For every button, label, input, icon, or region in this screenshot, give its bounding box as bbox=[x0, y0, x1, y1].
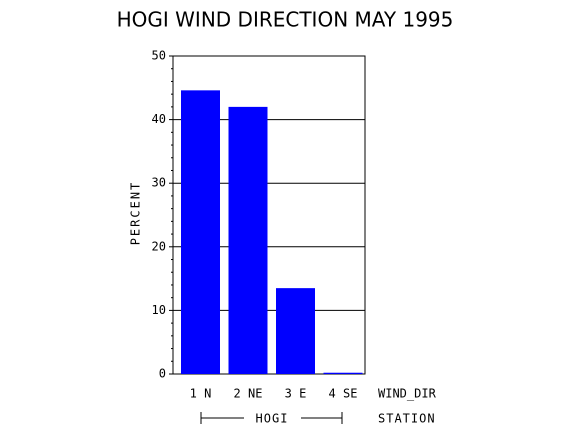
x-tick-label: 1 N bbox=[190, 387, 212, 401]
chart-title: HOGI WIND DIRECTION MAY 1995 bbox=[117, 8, 454, 32]
plot-frame bbox=[172, 55, 366, 375]
group-axis-label: STATION bbox=[378, 412, 436, 426]
y-tick-label: 40 bbox=[152, 112, 166, 126]
bar bbox=[181, 90, 220, 375]
bar bbox=[323, 372, 363, 374]
x-axis-label: WIND_DIR bbox=[378, 387, 437, 401]
y-axis-label: PERCENT bbox=[129, 181, 143, 246]
y-tick-label: 50 bbox=[152, 49, 166, 63]
x-tick-label: 2 NE bbox=[234, 387, 263, 401]
group-label: HOGI bbox=[256, 412, 289, 426]
y-tick-label: 10 bbox=[152, 303, 166, 317]
y-tick-label: 30 bbox=[152, 176, 166, 190]
y-tick-label: 20 bbox=[152, 239, 166, 253]
y-tick-label: 0 bbox=[159, 367, 166, 381]
bar bbox=[228, 106, 268, 374]
x-tick-label: 4 SE bbox=[329, 387, 358, 401]
bar bbox=[276, 288, 315, 374]
x-tick-label: 3 E bbox=[285, 387, 307, 401]
